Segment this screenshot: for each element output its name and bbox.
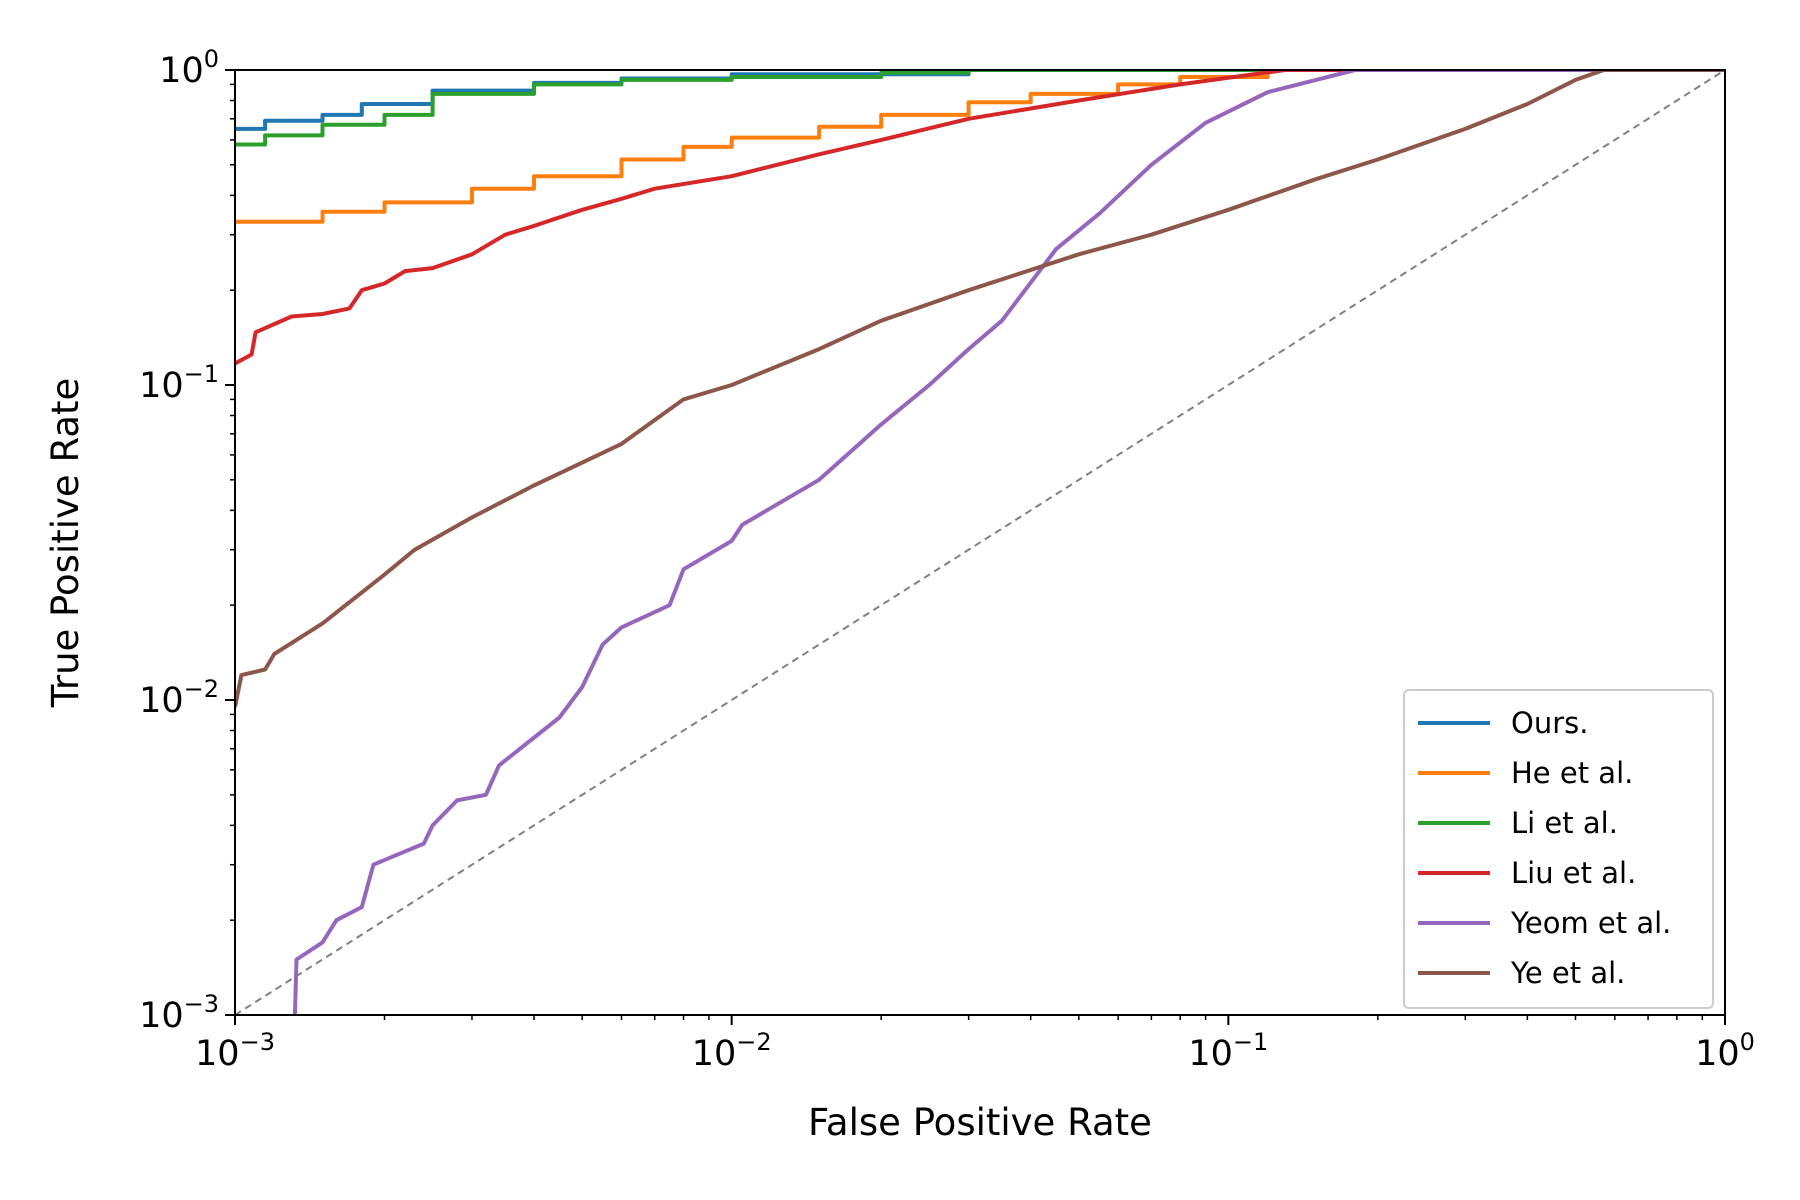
legend-item: Liu et al.: [1418, 856, 1636, 890]
legend-item: Yeom et al.: [1418, 906, 1671, 940]
legend: Ours. He et al. Li et al. Liu et al. Yeom et…: [1403, 689, 1714, 1009]
legend-item: Li et al.: [1418, 806, 1618, 840]
legend-box: [1403, 689, 1714, 1009]
legend-label: Ours.: [1511, 706, 1588, 740]
series-line-2: [235, 70, 1725, 147]
x-tick-label: 10−2: [692, 1028, 772, 1074]
legend-item: Ours.: [1418, 706, 1588, 740]
legend-label: He et al.: [1511, 756, 1633, 790]
plot-frame: [234, 69, 1726, 1016]
series-line-3: [235, 70, 1725, 366]
y-axis-title: True Positive Rate: [44, 378, 87, 709]
y-tick-label: 10−2: [139, 675, 219, 721]
axis-ticks: 10−310−3 10−2 10−2 10−1 10−1 100 100: [139, 45, 1755, 1074]
x-tick-label: 10−3: [195, 1028, 275, 1074]
reference-diagonal-line: [235, 70, 1725, 1015]
series-line-5: [235, 70, 1725, 708]
y-tick-label: 10−1: [139, 360, 219, 406]
series-line-4: [292, 70, 1725, 1015]
series-line-1: [235, 70, 1725, 224]
plot-area: [235, 70, 1725, 1015]
legend-label: Yeom et al.: [1510, 906, 1671, 940]
legend-item: He et al.: [1418, 756, 1633, 790]
series-line-0: [235, 70, 1725, 131]
legend-label: Liu et al.: [1511, 856, 1636, 890]
legend-label: Li et al.: [1511, 806, 1618, 840]
x-axis-title: False Positive Rate: [808, 1101, 1152, 1144]
y-tick-label: 100: [159, 45, 219, 91]
x-tick-label: 100: [1695, 1028, 1755, 1074]
y-tick-label: 10−3: [139, 990, 219, 1036]
x-tick-label: 10−1: [1188, 1028, 1268, 1074]
legend-label: Ye et al.: [1510, 956, 1625, 990]
legend-item: Ye et al.: [1418, 956, 1625, 990]
